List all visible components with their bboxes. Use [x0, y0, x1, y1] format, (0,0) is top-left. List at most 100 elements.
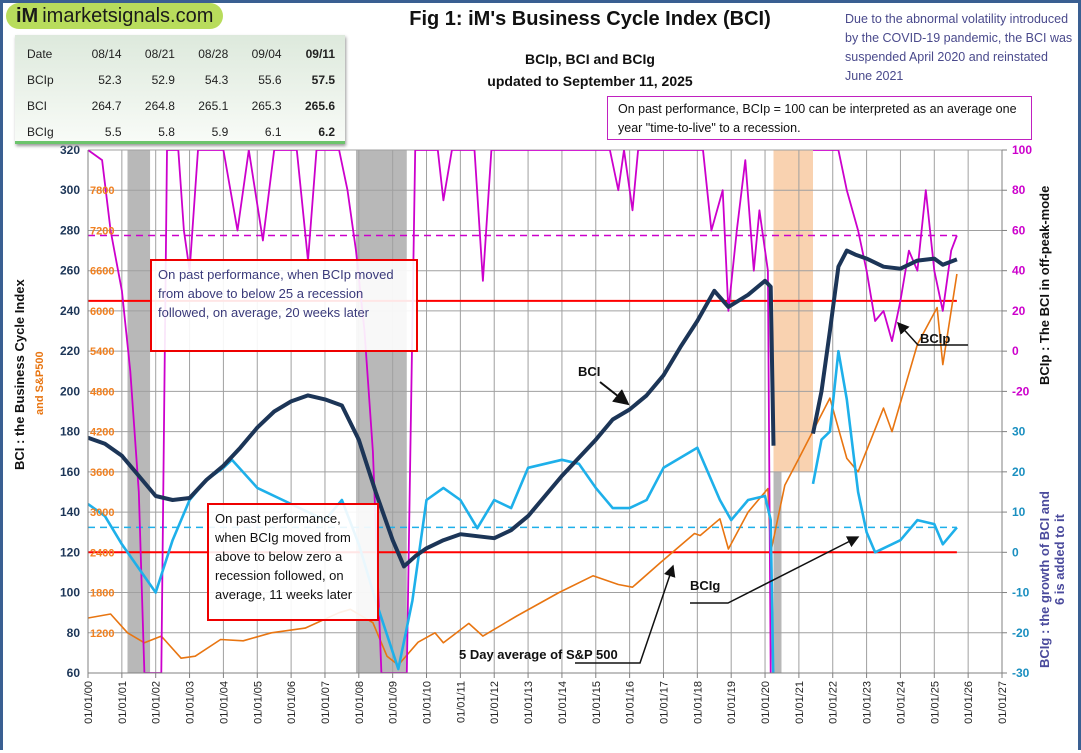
y-tick-bcip: 20 [1012, 304, 1026, 318]
covid-note: Due to the abnormal volatility introduce… [845, 12, 1073, 83]
bci-label: BCI [578, 364, 601, 379]
table-row: BCIg 5.5 5.8 5.9 6.1 6.2 [15, 119, 345, 145]
x-tick-label: 01/01/15 [591, 681, 603, 724]
y-tick-left: 100 [60, 586, 80, 600]
x-tick-label: 01/01/08 [354, 681, 366, 724]
y-tick-sp500: 3600 [90, 467, 114, 479]
table-row: BCIp 52.3 52.9 54.3 55.6 57.5 [15, 67, 345, 93]
y-tick-sp500: 4800 [90, 386, 114, 398]
x-tick-label: 01/01/17 [658, 681, 670, 724]
x-tick-label: 01/01/06 [286, 681, 298, 724]
x-tick-label: 01/01/16 [625, 681, 637, 724]
subtitle-line-2: updated to September 11, 2025 [487, 73, 693, 89]
chart-title: Fig 1: iM's Business Cycle Index (BCI) [409, 8, 771, 30]
subtitle-line-1: BCIp, BCI and BCIg [525, 51, 655, 67]
table-cell: 52.3 [98, 73, 122, 87]
table-cell: 264.7 [91, 99, 122, 113]
y-tick-sp500: 1800 [90, 588, 114, 600]
table-cell: 5.5 [104, 125, 122, 139]
y-tick-left: 280 [60, 223, 80, 237]
y-axis-bcig-label-line1: BCIg : the growth of BCI and [1037, 491, 1052, 668]
x-tick-label: 01/01/19 [726, 681, 738, 724]
x-tick-label: 01/01/26 [963, 681, 975, 724]
chart-subtitle: BCIp, BCI and BCIg updated to September 1… [440, 48, 740, 92]
y-tick-bcig: 0 [1012, 545, 1019, 559]
logo-mark: iM [16, 5, 39, 27]
y-tick-sp500: 3000 [90, 507, 114, 519]
x-tick-label: 01/01/12 [489, 681, 501, 724]
y-tick-sp500: 5400 [90, 346, 114, 358]
x-tick-label: 01/01/23 [862, 681, 874, 724]
y-axis-bcig-label: BCIg : the growth of BCI and 6 is added t… [1037, 491, 1067, 668]
x-tick-label: 01/01/13 [523, 681, 535, 724]
y-tick-bcig: 30 [1012, 425, 1026, 439]
bcip-100-note: On past performance, BCIp = 100 can be i… [607, 96, 1032, 140]
x-tick-label: 01/01/04 [218, 681, 230, 724]
table-cell: 265.1 [198, 99, 229, 113]
bcip-annotation-box: On past performance, when BCIp moved fro… [150, 259, 418, 352]
table-cell: 52.9 [151, 73, 175, 87]
y-axis-left-label: BCI : the Business Cycle Index [12, 279, 27, 470]
y-tick-sp500: 7800 [90, 185, 114, 197]
latest-values-table: Date 08/14 08/21 08/28 09/04 09/11 BCIp … [15, 35, 345, 144]
y-axis-sp500-label: and S&P500 [34, 351, 46, 415]
table-cell: 6.2 [318, 125, 335, 139]
table-cell: 08/21 [144, 47, 175, 61]
table-cell: 09/04 [251, 47, 282, 61]
y-tick-left: 80 [67, 626, 81, 640]
y-tick-bcig: 20 [1012, 465, 1026, 479]
table-cell: BCIp [27, 73, 54, 87]
y-tick-bcig: 10 [1012, 505, 1026, 519]
x-tick-label: 01/01/21 [794, 681, 806, 724]
y-tick-bcip: 100 [1012, 143, 1032, 157]
y-tick-sp500: 6000 [90, 306, 114, 318]
y-tick-left: 220 [60, 344, 80, 358]
bcig-label: BCIg [690, 578, 721, 593]
table-cell: 6.1 [264, 125, 282, 139]
x-tick-label: 01/01/01 [117, 681, 129, 724]
table-cell: 57.5 [311, 73, 335, 87]
x-tick-label: 01/01/27 [997, 681, 1009, 724]
table-cell: BCI [27, 99, 48, 113]
table-cell: 54.3 [204, 73, 229, 87]
x-tick-label: 01/01/00 [83, 681, 95, 724]
table-cell: 5.8 [158, 125, 175, 139]
logo-text: imarketsignals.com [42, 5, 214, 27]
y-axis-bcig-label-line2: 6 is added to it [1052, 514, 1067, 606]
x-tick-label: 01/01/07 [320, 681, 332, 724]
x-tick-label: 01/01/14 [557, 681, 569, 724]
bcip-label: BCIp [920, 331, 951, 346]
y-axis-bcip-label: BCIp : The BCI in off-peak-mode [1037, 185, 1052, 385]
y-tick-sp500: 1200 [90, 628, 114, 640]
sp500-label-name: S&P 500 [565, 647, 618, 662]
table-header-row: Date 08/14 08/21 08/28 09/04 09/11 [15, 41, 345, 67]
recession-shade [127, 150, 151, 673]
table-cell: 08/14 [91, 47, 122, 61]
bcig-arrow [690, 536, 860, 604]
table-cell: 08/28 [198, 47, 229, 61]
y-tick-left: 260 [60, 264, 80, 278]
logo: iM imarketsignals.com [6, 3, 224, 29]
y-tick-bcig: -30 [1012, 666, 1030, 680]
y-tick-bcig: -10 [1012, 586, 1030, 600]
x-tick-label: 01/01/10 [422, 681, 434, 724]
y-tick-left: 120 [60, 545, 80, 559]
y-tick-sp500: 4200 [90, 427, 114, 439]
y-tick-bcip: -20 [1012, 384, 1030, 398]
x-tick-label: 01/01/05 [252, 681, 264, 724]
y-tick-left: 140 [60, 505, 80, 519]
table-cell: 5.9 [211, 125, 229, 139]
x-tick-label: 01/01/20 [760, 681, 772, 724]
y-tick-left: 160 [60, 465, 80, 479]
table-cell: 09/11 [305, 47, 335, 61]
y-tick-left: 300 [60, 183, 80, 197]
x-tick-label: 01/01/24 [895, 681, 907, 724]
y-tick-left: 240 [60, 304, 80, 318]
table-cell: 264.8 [144, 99, 175, 113]
table-cell: 265.6 [304, 99, 335, 113]
table-cell: 55.6 [258, 73, 282, 87]
x-tick-label: 01/01/11 [455, 681, 467, 723]
sp500-arrow [575, 564, 676, 664]
y-tick-bcip: 0 [1012, 344, 1019, 358]
